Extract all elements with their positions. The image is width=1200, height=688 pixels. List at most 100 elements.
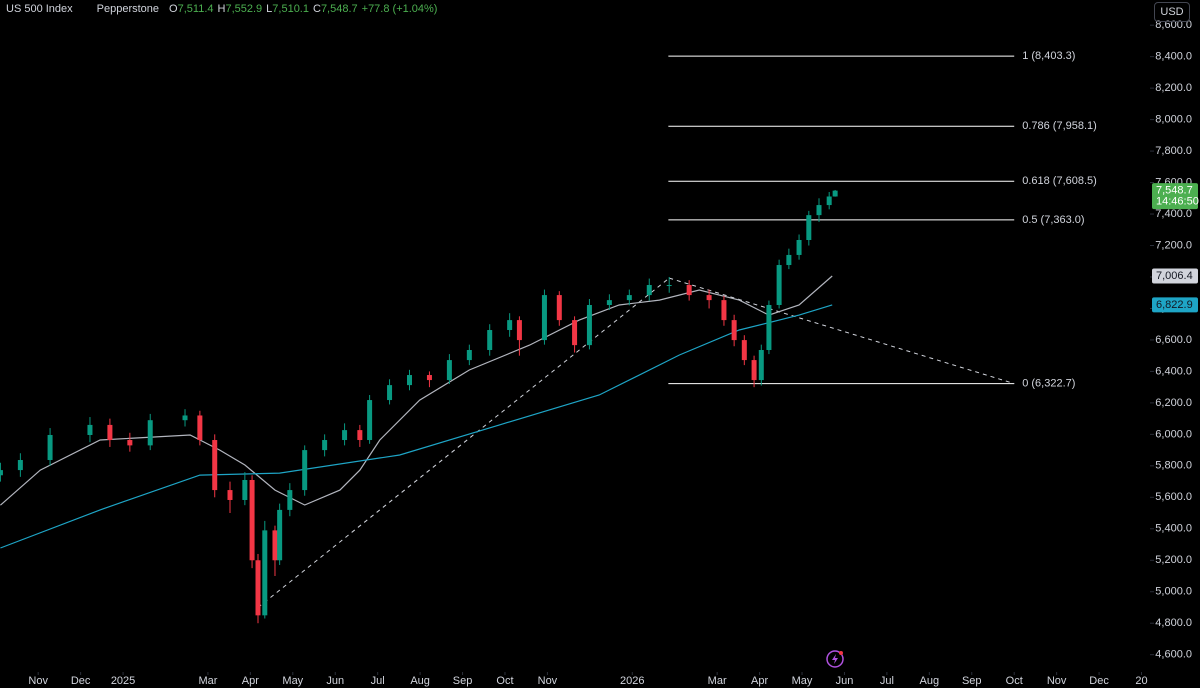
y-tick-label: 7,800.0: [1155, 145, 1192, 157]
x-tick-label: Mar: [198, 675, 217, 687]
candle-body: [446, 360, 452, 381]
y-tick-label: 7,200.0: [1155, 239, 1192, 251]
candle-body: [686, 285, 692, 296]
candle-body: [741, 340, 747, 361]
trendline: [257, 277, 670, 608]
candle-body: [721, 300, 727, 321]
fib-label: 1 (8,403.3): [1022, 50, 1075, 62]
x-tick-label: 2025: [111, 675, 135, 687]
x-tick-label: Jul: [371, 675, 385, 687]
candle-body: [826, 196, 832, 206]
candle-body: [487, 330, 493, 351]
candle-body: [17, 460, 23, 471]
fib-label: 0.786 (7,958.1): [1022, 120, 1097, 132]
candle-body: [342, 430, 348, 441]
candle-body: [107, 424, 113, 441]
candle-body: [706, 295, 712, 301]
icon-bolt: [832, 654, 838, 664]
y-tick-label: 5,000.0: [1155, 586, 1192, 598]
fib-label: 0 (6,322.7): [1022, 377, 1075, 389]
fib-label: 0.618 (7,608.5): [1022, 175, 1097, 187]
candle-body: [242, 480, 248, 500]
price-tag-label: 7,006.4: [1156, 270, 1193, 282]
candle-body: [272, 530, 278, 561]
y-tick-label: 5,800.0: [1155, 460, 1192, 472]
y-tick-label: 5,400.0: [1155, 523, 1192, 535]
y-tick-label: 4,600.0: [1155, 649, 1192, 661]
lightning-icon[interactable]: [826, 650, 844, 668]
moving-average: [0, 275, 833, 506]
ohlc-value: 7,552.9: [225, 3, 263, 15]
candle-body: [277, 509, 283, 561]
candle-body: [507, 320, 513, 331]
y-tick-label: 6,400.0: [1155, 365, 1192, 377]
candle-body: [556, 295, 562, 321]
candle-body: [322, 440, 328, 451]
candle-body: [0, 470, 3, 476]
x-tick-label: Aug: [410, 675, 430, 687]
candle-body: [626, 295, 632, 301]
y-tick-label: 8,400.0: [1155, 51, 1192, 63]
symbol: US 500 Index: [6, 3, 73, 15]
change: +77.8 (+1.04%): [361, 3, 438, 15]
x-tick-label: Nov: [538, 675, 558, 687]
price-tag: [1152, 297, 1198, 313]
candle-body: [796, 240, 802, 255]
price-tag: [1152, 268, 1198, 284]
y-tick-label: 6,600.0: [1155, 334, 1192, 346]
fib-label: 0.5 (7,363.0): [1022, 214, 1084, 226]
candle-body: [249, 480, 255, 561]
ohlc-value: 7,510.1: [272, 3, 309, 15]
moving-average: [0, 304, 833, 549]
y-tick-label: 6,200.0: [1155, 397, 1192, 409]
x-tick-label: Apr: [751, 675, 768, 687]
candle-body: [586, 304, 592, 346]
icon-ring: [826, 650, 844, 668]
ohlc-key: H: [217, 3, 226, 15]
candle-body: [466, 350, 472, 361]
candle-body: [766, 304, 772, 351]
x-tick-label: May: [282, 675, 303, 687]
candle-body: [227, 490, 233, 500]
candle-body: [646, 285, 652, 296]
candle-body: [255, 560, 261, 616]
candle-body: [606, 300, 612, 305]
y-tick-label: 6,000.0: [1155, 428, 1192, 440]
y-tick-label: 4,800.0: [1155, 617, 1192, 629]
x-tick-label: Jun: [836, 675, 854, 687]
y-tick-label: 5,600.0: [1155, 491, 1192, 503]
candle-body: [541, 295, 547, 341]
candle-body: [516, 320, 522, 341]
ohlc-value: 7,511.4: [177, 3, 214, 15]
x-tick-label: Nov: [28, 675, 48, 687]
candle-body: [287, 490, 293, 510]
currency-button[interactable]: USD: [1154, 2, 1190, 22]
x-tick-label: 20: [1135, 675, 1147, 687]
x-tick-label: Jun: [326, 675, 344, 687]
candle-body: [47, 434, 53, 461]
y-tick-label: 8,200.0: [1155, 82, 1192, 94]
x-tick-label: Aug: [920, 675, 940, 687]
trendline: [669, 277, 1015, 385]
candle-body: [666, 285, 672, 287]
candle-body: [832, 190, 838, 197]
legend-header: US 500 Index Pepperstone O 7,511.4 H 7,552.9 L…: [6, 3, 437, 15]
candle-body: [751, 360, 757, 381]
ohlc-value: 7,548.7: [320, 3, 358, 15]
candle-body: [387, 385, 393, 401]
candle-body: [357, 430, 363, 441]
candle-body: [367, 400, 373, 441]
x-tick-label: Dec: [1089, 675, 1109, 687]
candle-body: [127, 440, 133, 446]
x-tick-label: 2026: [620, 675, 644, 687]
candle-body: [426, 375, 432, 381]
x-tick-label: Dec: [71, 675, 91, 687]
candle-body: [731, 320, 737, 341]
source: Pepperstone: [96, 3, 160, 15]
ohlc-key: O: [169, 3, 178, 15]
x-tick-label: Apr: [242, 675, 259, 687]
candle-body: [572, 320, 578, 346]
price-tag-time: 14:46:50: [1156, 196, 1199, 208]
